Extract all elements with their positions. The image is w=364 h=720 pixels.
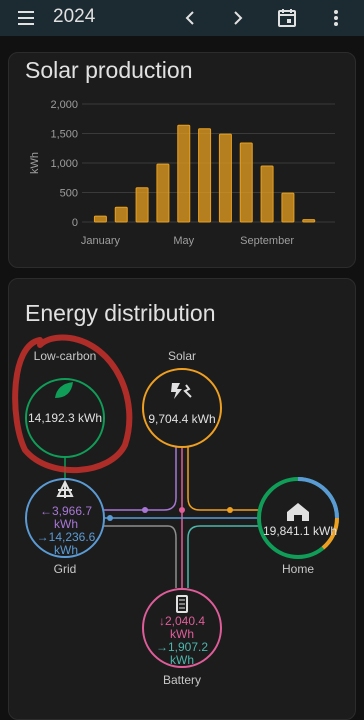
x-tick-label: September [240,235,294,247]
energy-diagram [12,334,340,668]
bar [239,142,253,223]
bar [302,219,316,223]
node-label: Solar [167,349,196,363]
node-value: 14,192.3 kWh [27,411,103,425]
calendar-button[interactable] [276,7,298,29]
x-tick-label: May [173,235,194,247]
next-button[interactable] [228,8,248,28]
y-tick-label: 1,000 [50,158,78,170]
battery-in: →1,907.2 kWh [155,640,209,667]
node-value: 9,704.4 kWh [148,412,216,426]
header-title: 2024 [53,6,96,27]
bar [281,192,295,223]
battery-out: ↓2,040.4 kWh [158,614,206,641]
node-value: 19,841.1 kWh [262,524,338,538]
x-tick-label: January [81,235,121,247]
node-label: Home [281,562,314,576]
y-tick-label: 0 [72,217,78,229]
grid-export: →14,236.6 kWh [36,530,96,557]
bar [114,206,128,223]
card-title: Solar production [25,57,193,83]
node-label: Low-carbon [33,349,97,363]
bar [156,163,170,223]
menu-button[interactable] [16,8,36,28]
card-title: Energy distribution [25,300,216,326]
bar [135,187,149,223]
prev-button[interactable] [180,8,200,28]
y-tick-label: 500 [60,188,78,200]
top-bar: 2024 [0,0,364,36]
more-button[interactable] [326,8,346,28]
y-tick-label: 1,500 [50,129,78,141]
grid-import: ←3,966.7 kWh [39,504,93,531]
solar-chart: kWh 0 500 1,000 1,500 2,000 January May Septemb… [29,99,335,247]
bar [177,124,191,223]
bar [198,128,212,223]
node-label: Battery [162,673,201,687]
y-tick-label: 2,000 [50,99,78,111]
bar [260,165,274,223]
bar [93,215,107,223]
bar [218,133,232,223]
node-label: Grid [53,562,77,576]
y-axis-label: kWh [29,152,41,174]
